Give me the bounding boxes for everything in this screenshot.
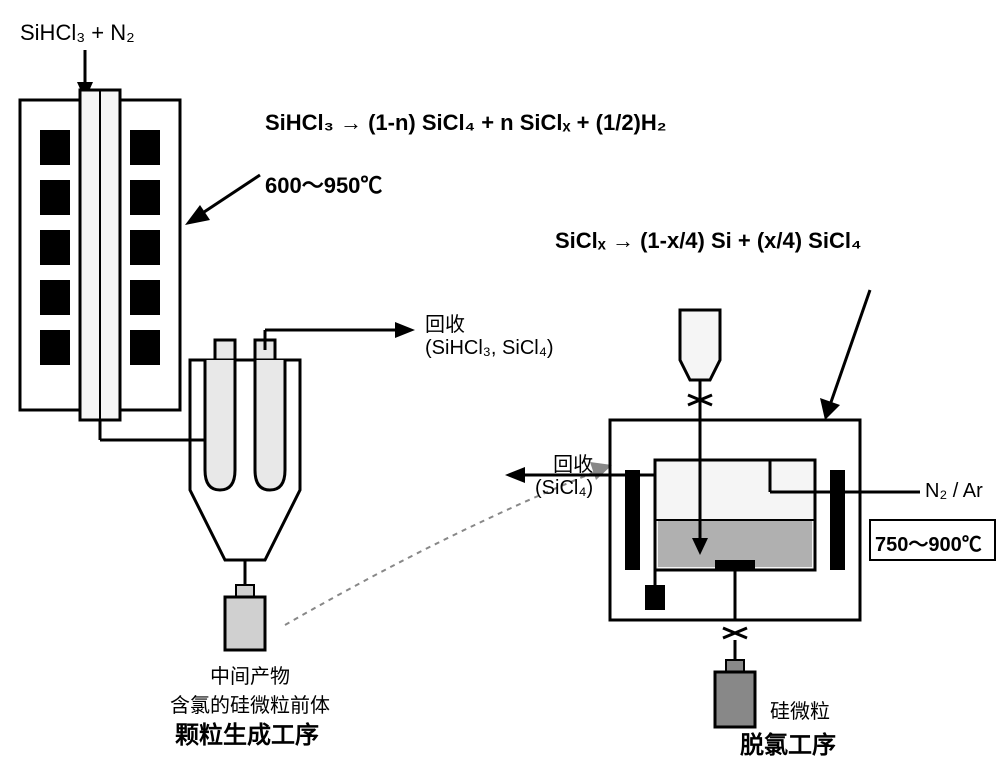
recovery1-text: 回收 bbox=[425, 314, 465, 336]
reaction2-formula: SiClₓ → (1-x/4) Si + (x/4) SiCl₄ bbox=[555, 228, 861, 254]
gas2-label: N₂ / Ar bbox=[925, 480, 983, 503]
recovery1-sub: (SiHCl₃, SiCl₄) bbox=[425, 337, 554, 359]
recovery1-label: 回收 (SiHCl₃, SiCl₄) bbox=[425, 308, 554, 360]
reaction1-formula: SiHCl₃ → (1-n) SiCl₄ + n SiClₓ + (1/2)H₂ bbox=[265, 110, 667, 136]
recovery2-label: 回收 (SiCl₄) bbox=[535, 448, 593, 500]
recovery2-sub: (SiCl₄) bbox=[535, 477, 593, 499]
stage2-title: 脱氯工序 bbox=[740, 725, 836, 760]
temp2-label: 750～900℃ bbox=[875, 528, 982, 557]
intermediate-line1: 中间产物 bbox=[210, 666, 290, 688]
intermediate-label: 中间产物 含氯的硅微粒前体 bbox=[145, 660, 355, 718]
input-gas-label: SiHCl₃ + N₂ bbox=[20, 20, 135, 46]
stage1-title: 颗粒生成工序 bbox=[175, 715, 319, 750]
temp1-label: 600～950℃ bbox=[265, 168, 382, 200]
product-label: 硅微粒 bbox=[770, 695, 830, 724]
recovery2-text: 回收 bbox=[553, 454, 593, 476]
intermediate-line2: 含氯的硅微粒前体 bbox=[170, 695, 330, 717]
